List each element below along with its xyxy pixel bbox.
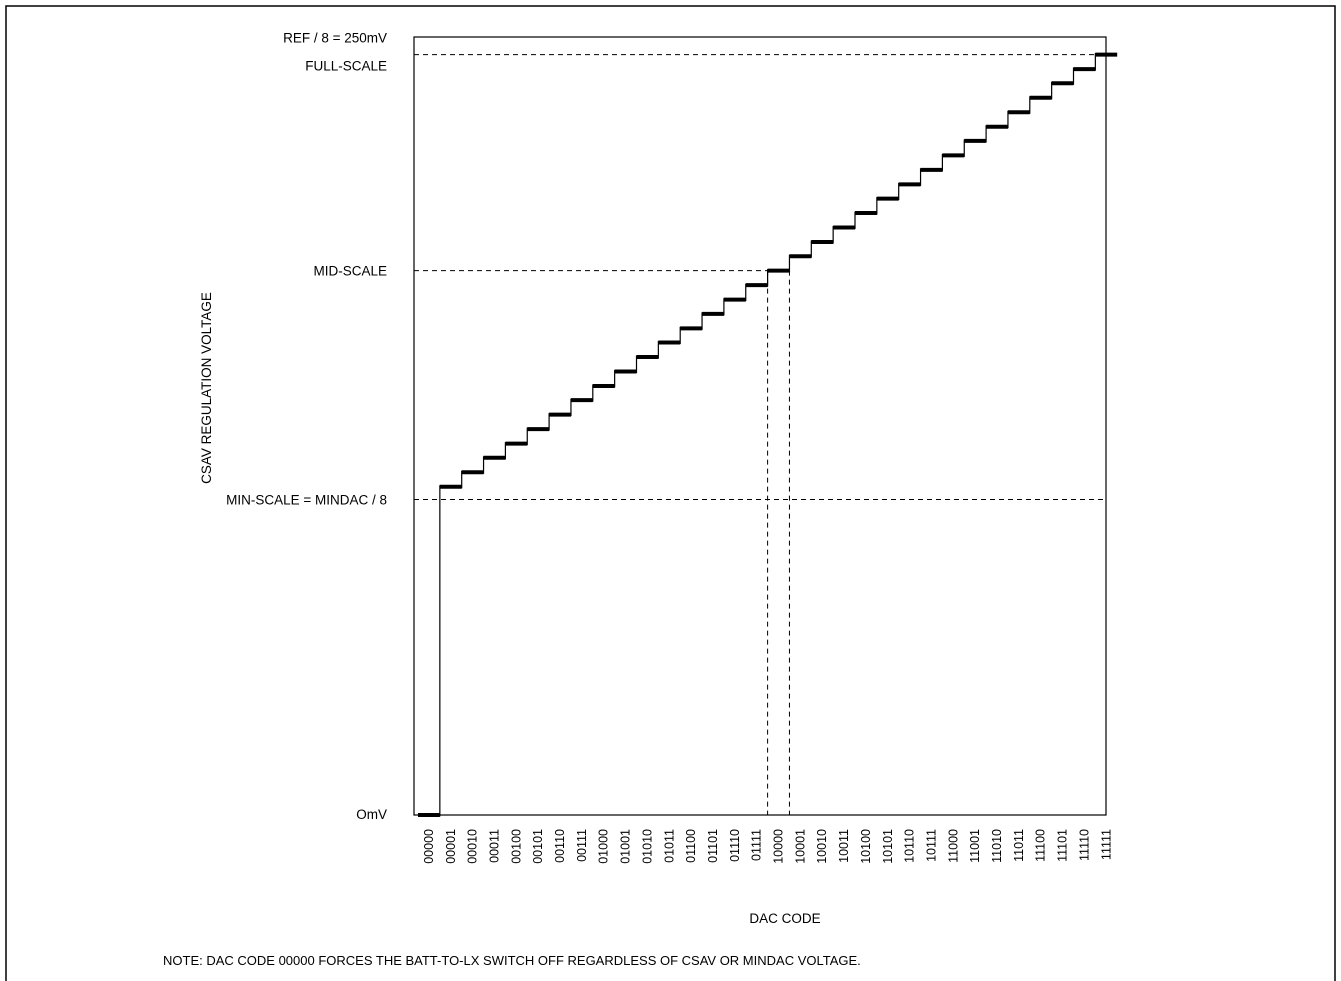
x-tick-label: 00100 [509,829,523,864]
reference-label-secondary: FULL-SCALE [305,59,387,74]
reference-label: MID-SCALE [313,264,387,279]
x-tick-label: 01111 [750,829,764,861]
x-tick-label: 01101 [706,829,720,863]
x-tick-labels: 00000 00001 00010 00011 00100 00101 00110 00111… [422,829,1113,864]
x-tick-label: 11110 [1077,829,1091,861]
figure-frame [5,5,1336,981]
x-tick-label: 11000 [946,829,960,863]
staircase-series [418,52,1118,817]
x-tick-label: 00001 [444,829,458,864]
x-tick-label: 10101 [881,829,895,864]
x-tick-label: 11111 [1099,829,1113,860]
x-tick-label: 01011 [662,829,676,863]
x-tick-label: 10110 [903,829,917,863]
x-tick-label: 00110 [553,829,567,863]
reference-lines [414,54,1106,501]
x-tick-label: 10001 [793,829,807,864]
x-tick-label: 01110 [728,829,742,862]
x-tick-label: 10111 [924,829,938,862]
x-tick-label: 01010 [640,829,654,864]
x-tick-label: 01100 [684,829,698,863]
x-tick-label: 10011 [837,829,851,863]
x-tick-label: 11101 [1056,829,1070,862]
plot-area [413,36,1107,816]
vertical-markers [767,270,790,815]
y-axis-label: CSAV REGULATION VOLTAGE [199,292,214,484]
x-tick-label: 00011 [487,829,501,863]
x-tick-label: 11011 [1012,829,1026,862]
y-labels: REF / 8 = 250mV FULL-SCALE MID-SCALE MIN-SC… [226,31,387,822]
x-tick-label: 00111 [575,829,589,862]
x-tick-label: 10000 [772,829,786,864]
x-tick-label: 00000 [422,829,436,864]
x-tick-label: 10100 [859,829,873,864]
x-tick-label: 11001 [968,829,982,863]
x-tick-label: 00101 [531,829,545,864]
x-tick-label: 10010 [815,829,829,864]
x-tick-label: 01000 [597,829,611,864]
x-tick-label: 00010 [466,829,480,864]
x-tick-label: 11100 [1034,829,1048,862]
reference-label: REF / 8 = 250mV [283,31,387,46]
reference-label: MIN-SCALE = MINDAC / 8 [226,493,387,508]
x-tick-label: 11010 [990,829,1004,863]
zero-label: OmV [356,807,387,822]
footnote: NOTE: DAC CODE 00000 FORCES THE BATT-TO-… [163,953,861,968]
x-tick-label: 01001 [619,829,633,864]
x-axis-label: DAC CODE [749,911,820,926]
